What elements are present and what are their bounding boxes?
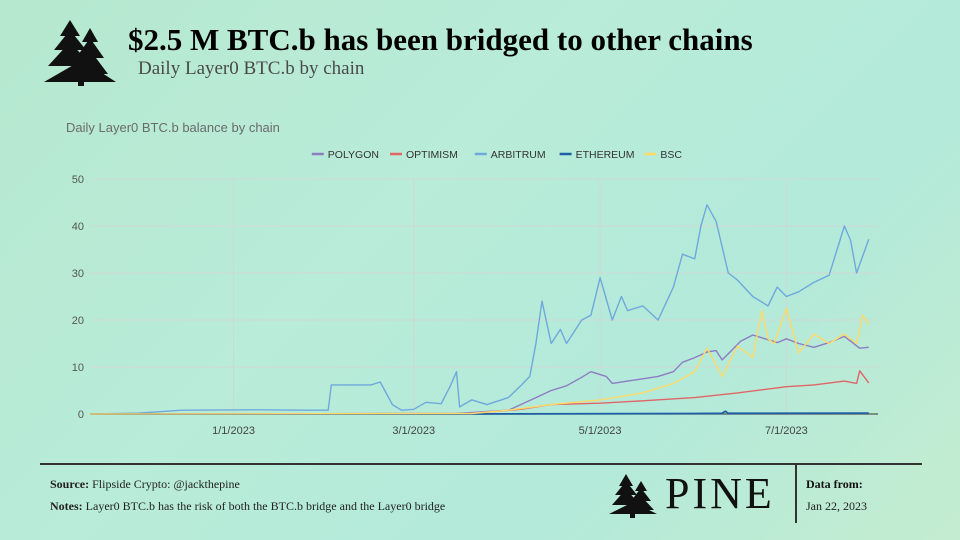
y-tick-label: 20 (72, 315, 84, 327)
y-axis: 0 10 20 30 40 50 (72, 174, 84, 421)
series-line-polygon (89, 334, 869, 415)
legend-label: OPTIMISM (406, 149, 458, 161)
legend-item-ethereum: ETHEREUM (559, 149, 635, 161)
y-tick-label: 40 (72, 221, 84, 233)
x-tick-label: 3/1/2023 (392, 425, 435, 437)
page-title: $2.5 M BTC.b has been bridged to other c… (128, 22, 753, 57)
notes-text: Layer0 BTC.b has the risk of both the BT… (85, 499, 446, 513)
notes-line: Notes: Layer0 BTC.b has the risk of both… (50, 499, 445, 514)
y-tick-label: 0 (78, 409, 84, 421)
x-axis: 1/1/2023 3/1/2023 5/1/2023 7/1/2023 (212, 425, 808, 437)
source-label: Source: (50, 477, 90, 491)
footer-divider-line (40, 463, 922, 465)
y-tick-label: 30 (72, 268, 84, 280)
data-from-date: Jan 22, 2023 (806, 499, 867, 513)
legend-label: POLYGON (328, 149, 379, 161)
series-line-optimism (89, 370, 870, 415)
footer-vertical-divider (795, 465, 797, 523)
data-from-label: Data from: (806, 477, 863, 491)
x-tick-label: 7/1/2023 (765, 425, 808, 437)
x-tick-label: 5/1/2023 (579, 425, 622, 437)
chart-series (89, 204, 870, 415)
chart-legend: POLYGON OPTIMISM ARBITRUM ETHEREUM BSC (311, 149, 682, 161)
series-line-arbitrum (89, 204, 870, 415)
source-text: Flipside Crypto: @jackthepine (92, 477, 240, 491)
legend-label: ARBITRUM (491, 149, 546, 161)
y-tick-label: 10 (72, 362, 84, 374)
pine-brand-icon (609, 474, 657, 518)
source-line: Source: Flipside Crypto: @jackthepine (50, 477, 240, 492)
line-chart: Daily Layer0 BTC.b balance by chain POLY… (66, 120, 878, 437)
pine-tree-logo-icon (44, 20, 116, 86)
legend-label: BSC (660, 149, 682, 161)
series-line-bsc (89, 307, 870, 415)
x-tick-label: 1/1/2023 (212, 425, 255, 437)
legend-item-bsc: BSC (644, 149, 682, 161)
brand-wordmark: PINE (665, 469, 775, 518)
chart-grid (90, 178, 878, 415)
legend-item-arbitrum: ARBITRUM (474, 149, 546, 161)
y-tick-label: 50 (72, 174, 84, 186)
legend-item-polygon: POLYGON (311, 149, 379, 161)
legend-item-optimism: OPTIMISM (390, 149, 458, 161)
legend-label: ETHEREUM (576, 149, 635, 161)
page-subtitle: Daily Layer0 BTC.b by chain (138, 58, 365, 79)
notes-label: Notes: (50, 499, 83, 513)
chart-title: Daily Layer0 BTC.b balance by chain (66, 120, 280, 135)
